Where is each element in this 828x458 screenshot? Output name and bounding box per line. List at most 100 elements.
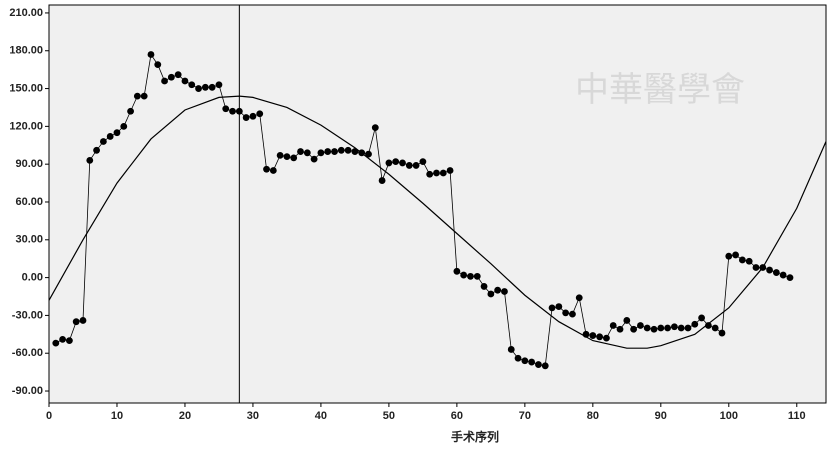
data-point <box>79 317 87 324</box>
data-point <box>752 264 760 271</box>
data-point <box>473 272 481 280</box>
data-point <box>637 322 644 329</box>
y-tick-label: 150.00 <box>9 82 43 94</box>
watermark: 中華醫學會 <box>575 70 745 110</box>
data-point <box>433 169 440 177</box>
data-point <box>589 332 597 339</box>
data-point <box>188 81 196 89</box>
data-point <box>650 325 658 333</box>
data-point <box>167 73 175 81</box>
data-point <box>263 165 270 173</box>
data-point <box>630 325 638 333</box>
data-point <box>657 324 665 332</box>
data-point <box>331 148 338 155</box>
data-point <box>698 314 705 322</box>
data-point <box>317 149 325 157</box>
data-point <box>99 138 107 145</box>
data-point <box>161 77 168 85</box>
data-point <box>480 283 488 290</box>
x-tick-label: 20 <box>179 410 191 422</box>
data-point <box>779 271 787 279</box>
data-point <box>249 112 257 120</box>
data-point <box>276 151 284 159</box>
data-point <box>351 148 359 155</box>
data-point <box>378 177 386 184</box>
data-point <box>704 322 712 329</box>
data-point <box>412 162 420 169</box>
data-point <box>745 257 753 265</box>
data-point <box>235 107 243 115</box>
x-tick-label: 60 <box>451 410 463 422</box>
data-point <box>371 124 379 132</box>
data-point <box>133 92 141 100</box>
data-point <box>310 155 318 163</box>
data-point <box>181 77 189 85</box>
data-point <box>140 92 148 100</box>
data-point <box>290 154 298 162</box>
data-point <box>283 153 291 161</box>
data-point <box>93 146 100 154</box>
plot-area <box>48 4 827 404</box>
data-point <box>242 114 250 121</box>
data-point <box>269 167 277 174</box>
data-point <box>487 290 495 298</box>
data-point <box>759 264 767 271</box>
x-tick-label: 80 <box>587 410 599 422</box>
data-point <box>222 105 230 113</box>
y-tick-label: -60.00 <box>12 347 43 359</box>
data-point <box>725 252 733 260</box>
data-point <box>337 146 345 154</box>
data-point <box>684 324 692 332</box>
y-tick-label: -30.00 <box>12 309 43 321</box>
data-point <box>147 51 155 58</box>
data-point <box>297 148 304 155</box>
data-point <box>59 335 66 343</box>
data-point <box>616 325 624 333</box>
data-point <box>718 329 726 337</box>
data-point <box>609 322 617 329</box>
data-point <box>106 133 114 140</box>
data-point <box>548 304 556 312</box>
data-point <box>671 323 678 331</box>
x-axis-label: 手术序列 <box>451 429 499 444</box>
data-point <box>113 129 121 137</box>
data-point <box>603 334 610 342</box>
y-tick-label: 90.00 <box>15 158 43 170</box>
fit-curve <box>48 95 827 349</box>
data-point <box>582 330 590 338</box>
x-tick-label: 110 <box>788 410 806 422</box>
data-point <box>460 271 468 279</box>
data-point <box>127 107 134 115</box>
y-tick-label: 60.00 <box>15 196 43 208</box>
data-point <box>528 358 536 366</box>
data-point <box>677 324 685 332</box>
data-point <box>494 286 502 294</box>
data-point <box>392 158 400 166</box>
data-point <box>507 346 515 353</box>
data-point <box>711 324 719 332</box>
data-point <box>446 167 454 174</box>
data-point <box>501 288 508 295</box>
x-tick-label: 50 <box>383 410 395 422</box>
data-point <box>738 256 746 264</box>
data-point <box>514 354 522 362</box>
data-point <box>65 337 73 345</box>
data-point <box>555 303 563 310</box>
data-point <box>569 310 576 318</box>
data-point <box>467 272 474 280</box>
data-point <box>453 267 461 275</box>
data-point <box>786 274 794 282</box>
data-point <box>324 148 332 155</box>
data-point <box>358 149 366 157</box>
data-point <box>365 150 372 158</box>
x-tick-label: 40 <box>315 410 327 422</box>
data-point <box>439 169 447 177</box>
data-point <box>86 156 94 164</box>
data-point <box>385 159 393 167</box>
data-point <box>596 333 604 341</box>
data-point <box>535 361 542 368</box>
data-point <box>732 251 739 259</box>
data-point <box>174 71 182 79</box>
data-point <box>405 162 413 169</box>
